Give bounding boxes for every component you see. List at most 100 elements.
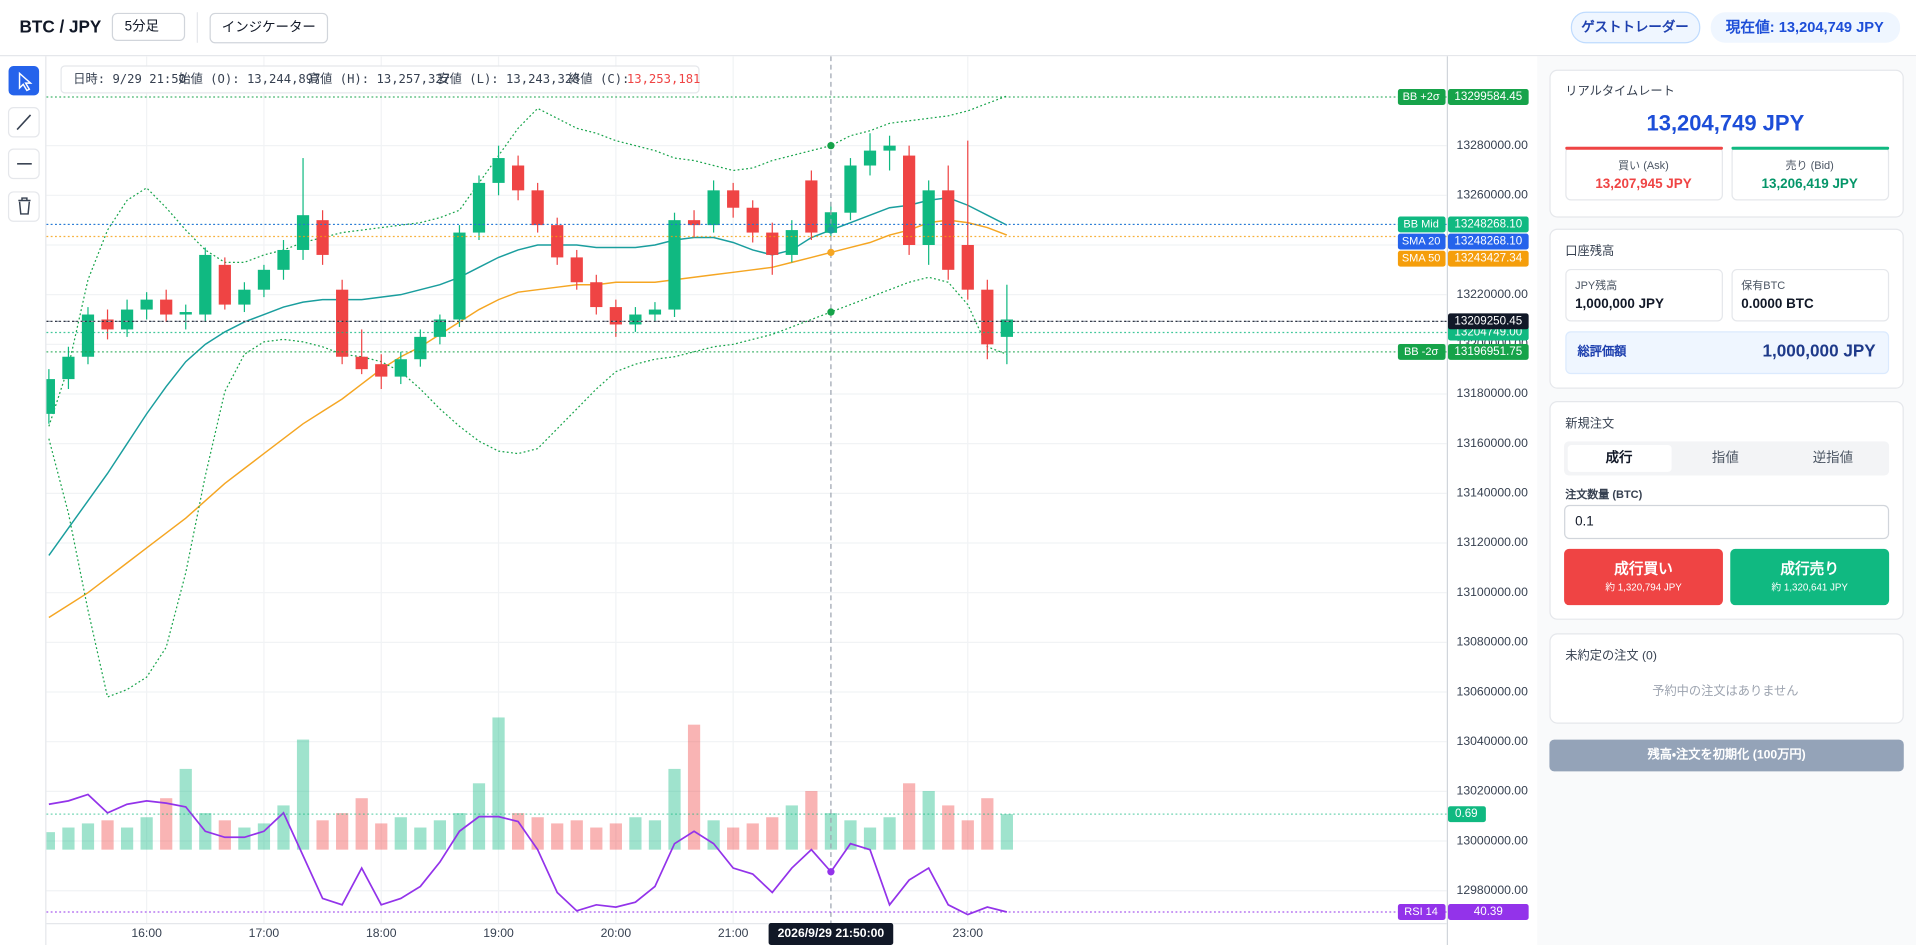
user-badge[interactable] (1570, 11, 1701, 44)
y-tick-label: 13180000.00 (1457, 386, 1529, 400)
marker-name-box (1397, 904, 1446, 920)
qty-label: 注文数量 (BTC) (1565, 487, 1642, 501)
jpy-box (1565, 268, 1723, 322)
candle-body (336, 289, 349, 357)
marker-name-box (1397, 250, 1446, 267)
side-panel: リアルタイムレート 13,204,749 JPY 買い (Ask) 13,207… (1537, 56, 1916, 945)
ohlc-high: 高値 (H): 13,257,327 (308, 71, 450, 86)
btc-box (1731, 268, 1890, 322)
reset-button[interactable] (1549, 739, 1904, 772)
volume-bar (746, 823, 759, 850)
volume-bar (394, 817, 407, 850)
volume-bar (62, 827, 75, 850)
candle-body (62, 356, 75, 380)
candle-body (472, 182, 486, 233)
y-tick-label: 13040000.00 (1457, 734, 1529, 748)
candle-body (942, 190, 955, 270)
volume-bar (766, 817, 779, 850)
indicator-line (48, 219, 1008, 619)
candle-body (746, 207, 759, 233)
marker-name: BB +2σ (1403, 91, 1440, 103)
candle-body (140, 299, 153, 310)
jpy-label: JPY残高 (1575, 278, 1617, 292)
candle-body (355, 356, 368, 370)
timeframe: 5分足 (125, 18, 159, 33)
candle-body (981, 289, 994, 345)
toolbar (7, 56, 47, 945)
volume-bar (844, 820, 857, 850)
ohlc-info: 日時: 9/29 21:50 始値 (O): 13,244,897 高値 (H)… (60, 65, 700, 94)
volume-bar (981, 798, 994, 850)
candle-body (961, 244, 974, 290)
candle-body (46, 379, 55, 414)
candle-body (160, 299, 173, 315)
x-tick-label: 18:00 (366, 926, 397, 940)
sell-button[interactable] (1730, 548, 1890, 606)
volume-bar (648, 820, 662, 850)
active-tab[interactable] (1567, 444, 1672, 472)
marker-value: 13209250.45 (1454, 314, 1522, 327)
indicator-label: インジケーター (222, 20, 316, 35)
volume-bar (785, 805, 798, 850)
ask-accent (1565, 146, 1723, 150)
marker-value-box (1447, 216, 1529, 233)
candle-body (531, 190, 544, 226)
ask-box (1565, 146, 1723, 201)
candle-body (179, 312, 192, 315)
cursor-tool[interactable] (8, 66, 40, 96)
marker-value-box (1447, 89, 1529, 105)
plot (46, 56, 1447, 923)
volume-bar (81, 823, 95, 850)
y-tick-label: 13080000.00 (1457, 635, 1529, 649)
y-tick-label: 13100000.00 (1457, 585, 1529, 599)
volume-bar (687, 724, 701, 850)
candle-body (1000, 319, 1013, 337)
delete-tool[interactable] (7, 191, 40, 222)
volume-bar (570, 820, 583, 850)
volume-bar (531, 817, 544, 850)
volume-bar (590, 827, 603, 850)
pending-title: 未約定の注文 (0) (1565, 648, 1657, 663)
ohlc-time: 日時: 9/29 21:50 (73, 72, 186, 86)
candle-body (766, 232, 779, 255)
indicator-line (48, 276, 1008, 698)
cursor-icon (18, 71, 33, 92)
bid-price: 13,206,419 JPY (1762, 176, 1858, 191)
candle-body (551, 225, 564, 258)
bid-label: 売り (Bid) (1786, 159, 1834, 172)
candle-body (120, 309, 134, 330)
marker-name-box (1397, 343, 1446, 360)
rsi-line (48, 793, 1008, 916)
indicator-button[interactable] (209, 12, 329, 44)
tab-market[interactable]: 成行 (1606, 449, 1633, 465)
volume-bar (140, 817, 153, 850)
buy-button[interactable] (1564, 548, 1723, 606)
volume-bar (824, 813, 838, 850)
candle-body (609, 307, 622, 325)
volume-bar (414, 827, 427, 850)
header: BTC / JPY 5分足 インジケーター ゲストトレーダー 現在値: 13,2… (0, 11, 1916, 57)
volume-bar (160, 798, 173, 850)
volume-bar (257, 823, 271, 850)
volume-marker-value: 0.69 (1455, 807, 1478, 820)
total-label: 総評価額 (1577, 343, 1628, 358)
ohlc-open: 始値 (O): 13,244,897 (178, 71, 320, 86)
qty-input[interactable] (1564, 504, 1890, 540)
balance-title: 口座残高 (1565, 244, 1614, 258)
candle-body (629, 314, 642, 325)
volume-bar (492, 717, 505, 850)
y-tick-label: 13260000.00 (1457, 188, 1529, 202)
tab-stop[interactable]: 逆指値 (1813, 450, 1853, 465)
tab-limit[interactable]: 指値 (1712, 450, 1739, 465)
candle-body (394, 359, 407, 377)
timeframe-select[interactable] (111, 12, 186, 41)
trash-icon (18, 197, 31, 215)
volume-bar (707, 820, 720, 850)
y-tick-label: 13280000.00 (1457, 138, 1529, 152)
marker-name: RSI 14 (1404, 906, 1438, 918)
volume-bar (551, 823, 564, 850)
candle-body (238, 289, 251, 305)
volume-bar (238, 827, 251, 850)
crosshair-dot (827, 141, 835, 150)
